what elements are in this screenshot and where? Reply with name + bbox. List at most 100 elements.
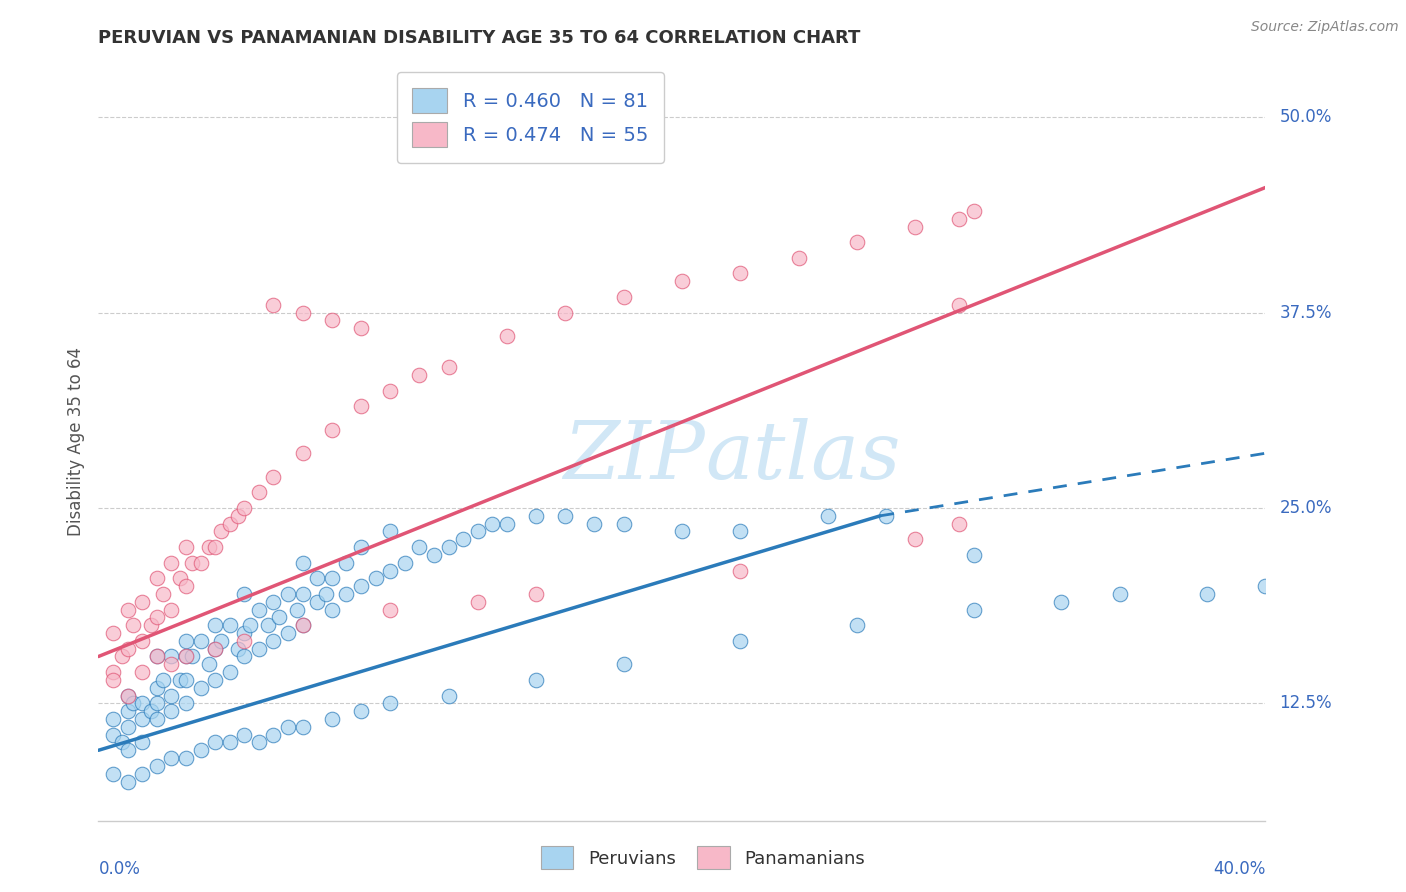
Point [291,446,314,460]
Point [160,602,183,616]
Point [174,649,197,664]
Point [228,508,250,523]
Point [350,540,373,554]
Point [169,571,191,585]
Point [524,508,547,523]
Point [467,524,489,539]
Point [146,759,169,773]
Point [117,743,139,757]
Point [948,516,970,531]
Point [218,735,240,749]
Point [160,649,183,664]
Text: ZIP: ZIP [564,418,706,495]
Point [875,508,897,523]
Text: Source: ZipAtlas.com: Source: ZipAtlas.com [1251,20,1399,34]
Point [262,633,284,648]
Point [321,571,343,585]
Point [122,618,145,632]
Point [233,728,256,742]
Point [730,564,752,578]
Point [262,728,284,742]
Point [247,485,270,500]
Point [904,219,927,234]
Point [247,641,270,656]
Point [117,774,139,789]
Point [101,673,124,687]
Point [174,649,197,664]
Text: 40.0%: 40.0% [1213,860,1265,878]
Point [846,618,869,632]
Point [160,689,183,703]
Point [152,587,174,601]
Point [228,641,250,656]
Point [204,540,226,554]
Point [174,540,197,554]
Point [117,602,139,616]
Point [198,540,221,554]
Legend: Peruvians, Panamanians: Peruvians, Panamanians [531,838,875,879]
Point [277,720,299,734]
Point [152,673,174,687]
Point [233,649,256,664]
Point [394,556,416,570]
Point [139,618,162,632]
Point [117,704,139,718]
Point [218,665,240,680]
Point [146,697,169,711]
Point [131,665,153,680]
Point [437,689,460,703]
Point [787,251,810,265]
Point [524,587,547,601]
Point [962,203,984,218]
Point [146,712,169,726]
Point [554,508,576,523]
Point [131,697,153,711]
Point [190,556,212,570]
Point [174,673,197,687]
Point [247,735,270,749]
Text: PERUVIAN VS PANAMANIAN DISABILITY AGE 35 TO 64 CORRELATION CHART: PERUVIAN VS PANAMANIAN DISABILITY AGE 35… [98,29,860,47]
Point [335,587,357,601]
Point [146,681,169,695]
Point [277,626,299,640]
Point [146,610,169,624]
Text: 25.0%: 25.0% [1279,499,1331,517]
Text: 0.0%: 0.0% [98,860,141,878]
Point [350,400,373,414]
Point [671,274,693,288]
Point [101,728,124,742]
Point [817,508,839,523]
Point [291,587,314,601]
Point [146,649,169,664]
Point [174,751,197,765]
Point [131,712,153,726]
Point [160,751,183,765]
Point [218,618,240,632]
Point [423,548,446,562]
Point [111,649,134,664]
Point [307,571,329,585]
Y-axis label: Disability Age 35 to 64: Disability Age 35 to 64 [66,347,84,536]
Point [122,697,145,711]
Point [380,384,402,398]
Point [101,665,124,680]
Point [364,571,387,585]
Point [291,556,314,570]
Point [233,626,256,640]
Point [350,579,373,593]
Point [948,298,970,312]
Point [846,235,869,250]
Point [437,540,460,554]
Point [101,712,124,726]
Point [285,602,308,616]
Point [671,524,693,539]
Point [117,689,139,703]
Point [962,602,984,616]
Point [174,633,197,648]
Point [380,524,402,539]
Point [612,516,634,531]
Point [117,641,139,656]
Point [481,516,503,531]
Point [131,766,153,780]
Point [190,743,212,757]
